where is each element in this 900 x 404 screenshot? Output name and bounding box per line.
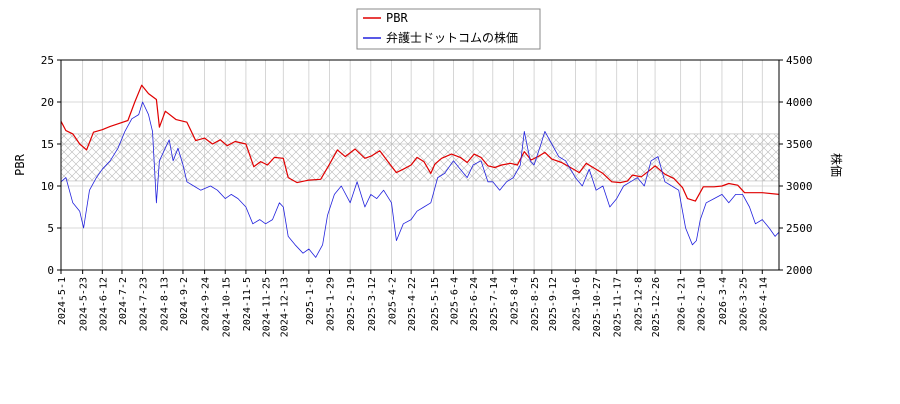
x-tick-label: 2025-12-26 bbox=[651, 277, 662, 337]
x-tick-label: 2024-11-5 bbox=[242, 277, 253, 331]
x-tick-label: 2026-3-25 bbox=[739, 277, 750, 331]
x-tick-label: 2025-10-6 bbox=[571, 277, 582, 331]
series-line-pbr bbox=[61, 84, 779, 202]
x-tick-label: 2024-8-13 bbox=[159, 277, 170, 331]
x-tick-label: 2026-2-10 bbox=[696, 277, 707, 331]
legend-label-pbr: PBR bbox=[386, 11, 408, 25]
x-tick-label: 2025-8-25 bbox=[530, 277, 541, 331]
x-tick-label: 2024-6-12 bbox=[98, 277, 109, 331]
y-tick-label-left: 0 bbox=[47, 264, 54, 277]
legend-box bbox=[356, 8, 541, 50]
y-tick-label-right: 3000 bbox=[786, 180, 813, 193]
legend: PBR 弁護士ドットコムの株価 bbox=[356, 8, 541, 50]
x-tick-label: 2025-4-22 bbox=[407, 277, 418, 331]
x-tick-label: 2024-10-15 bbox=[221, 277, 232, 337]
x-tick-label: 2024-7-23 bbox=[139, 277, 150, 331]
y-tick-label-right: 4000 bbox=[786, 96, 813, 109]
x-tick-label: 2024-5-23 bbox=[79, 277, 90, 331]
x-tick-label: 2025-9-12 bbox=[548, 277, 559, 331]
y-tick-label-left: 15 bbox=[41, 138, 54, 151]
y-tick-label-left: 5 bbox=[47, 222, 54, 235]
x-tick-label: 2026-3-4 bbox=[718, 277, 729, 325]
y-tick-label-left: 10 bbox=[41, 180, 54, 193]
x-tick-label: 2025-4-2 bbox=[387, 277, 398, 325]
y-tick-label-right: 3500 bbox=[786, 138, 813, 151]
x-tick-label: 2024-7-2 bbox=[118, 277, 129, 325]
x-tick-label: 2025-2-19 bbox=[346, 277, 357, 331]
y-tick-label-left: 20 bbox=[41, 96, 54, 109]
y-tick-label-right: 4500 bbox=[786, 54, 813, 67]
series-line-price bbox=[61, 101, 779, 258]
x-tick-label: 2024-5-1 bbox=[57, 277, 68, 325]
x-tick-label: 2025-6-24 bbox=[469, 277, 480, 331]
x-tick-label: 2025-8-4 bbox=[509, 277, 520, 325]
series-layer bbox=[61, 84, 779, 258]
x-tick-label: 2025-12-8 bbox=[633, 277, 644, 331]
x-tick-label: 2024-9-2 bbox=[179, 277, 190, 325]
x-tick-label: 2025-7-14 bbox=[489, 277, 500, 331]
plot-frame bbox=[60, 59, 780, 271]
x-tick-label: 2024-11-25 bbox=[262, 277, 273, 337]
x-tick-label: 2024-9-24 bbox=[201, 277, 212, 331]
x-tick-label: 2025-6-4 bbox=[449, 277, 460, 325]
x-tick-label: 2024-12-13 bbox=[279, 277, 290, 337]
x-tick-label: 2026-4-14 bbox=[758, 277, 769, 331]
x-tick-label: 2025-1-29 bbox=[326, 277, 337, 331]
axis-layer: 0 5 10 15 20 25 2000 2500 3000 3500 4000 4500 2024-5… bbox=[41, 54, 813, 337]
x-tick-label: 2026-1-21 bbox=[677, 277, 688, 331]
y-axis-label-right: 株価 bbox=[829, 153, 844, 177]
y-axis-label-left: PBR bbox=[13, 153, 27, 175]
legend-label-price: 弁護士ドットコムの株価 bbox=[386, 30, 518, 45]
y-tick-label-right: 2000 bbox=[786, 264, 813, 277]
x-tick-label: 2025-10-27 bbox=[592, 277, 603, 337]
y-tick-label-right: 2500 bbox=[786, 222, 813, 235]
x-tick-label: 2025-11-17 bbox=[613, 277, 624, 337]
y-tick-label-left: 25 bbox=[41, 54, 54, 67]
x-tick-label: 2025-3-12 bbox=[367, 277, 378, 331]
x-tick-label: 2025-5-15 bbox=[430, 277, 441, 331]
x-tick-label: 2025-1-8 bbox=[305, 277, 316, 325]
